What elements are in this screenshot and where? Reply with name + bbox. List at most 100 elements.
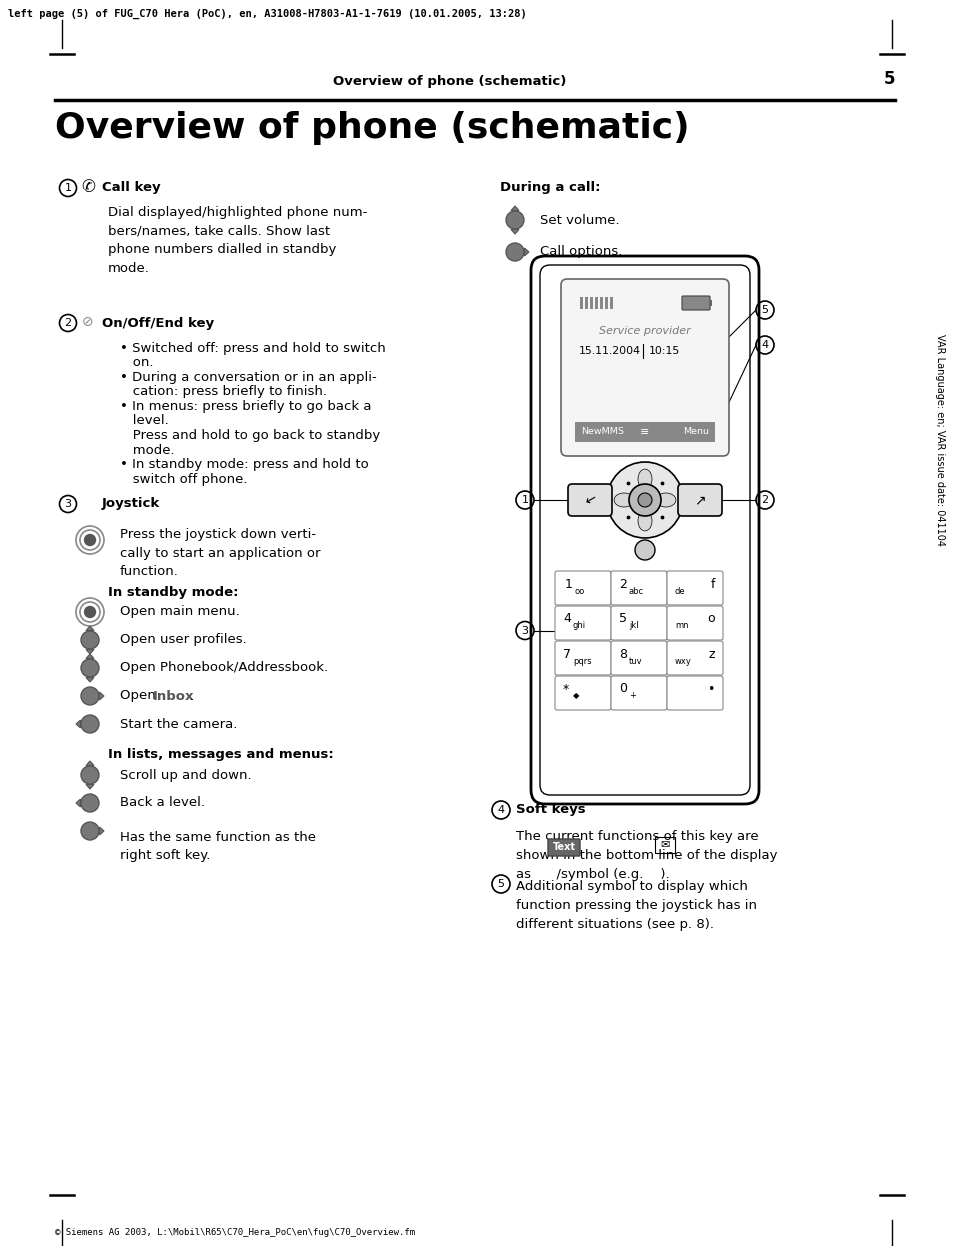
Text: 4: 4 bbox=[760, 340, 768, 350]
Circle shape bbox=[505, 211, 523, 229]
Polygon shape bbox=[99, 692, 104, 700]
Polygon shape bbox=[86, 785, 94, 789]
Text: ✆: ✆ bbox=[81, 178, 95, 196]
Text: Set volume.: Set volume. bbox=[539, 213, 619, 227]
Text: 3: 3 bbox=[521, 625, 528, 635]
Circle shape bbox=[81, 630, 99, 649]
Text: mode.: mode. bbox=[120, 444, 174, 456]
Bar bbox=[589, 297, 593, 309]
Polygon shape bbox=[86, 654, 94, 658]
Text: switch off phone.: switch off phone. bbox=[120, 472, 247, 486]
Polygon shape bbox=[524, 248, 529, 255]
Text: f: f bbox=[710, 577, 714, 591]
Circle shape bbox=[85, 535, 95, 546]
Text: Joystick: Joystick bbox=[102, 497, 160, 511]
Text: ↙: ↙ bbox=[582, 492, 597, 508]
Text: Press and hold to go back to standby: Press and hold to go back to standby bbox=[120, 429, 380, 442]
Text: VAR Language: en; VAR issue date: 041104: VAR Language: en; VAR issue date: 041104 bbox=[934, 334, 944, 546]
Circle shape bbox=[81, 794, 99, 812]
Circle shape bbox=[505, 243, 523, 260]
Polygon shape bbox=[86, 761, 94, 765]
Bar bbox=[595, 297, 598, 309]
Text: © Siemens AG 2003, L:\Mobil\R65\C70_Hera_PoC\en\fug\C70_Overview.fm: © Siemens AG 2003, L:\Mobil\R65\C70_Hera… bbox=[55, 1229, 415, 1237]
Text: During a call:: During a call: bbox=[499, 182, 599, 194]
Text: z: z bbox=[708, 648, 714, 660]
Ellipse shape bbox=[656, 493, 675, 507]
Circle shape bbox=[638, 493, 651, 507]
Text: Start the camera.: Start the camera. bbox=[120, 718, 237, 730]
Text: 10:15: 10:15 bbox=[648, 346, 679, 356]
Text: Open user profiles.: Open user profiles. bbox=[120, 633, 247, 647]
Text: Additional symbol to display which
function pressing the joystick has in
differe: Additional symbol to display which funct… bbox=[516, 880, 757, 931]
Text: 5: 5 bbox=[760, 305, 768, 315]
Bar bbox=[599, 297, 602, 309]
Circle shape bbox=[81, 687, 99, 705]
Polygon shape bbox=[86, 625, 94, 630]
Text: ✉: ✉ bbox=[659, 840, 669, 850]
FancyBboxPatch shape bbox=[666, 640, 722, 675]
Text: 0: 0 bbox=[618, 683, 626, 695]
Text: • In menus: press briefly to go back a: • In menus: press briefly to go back a bbox=[120, 400, 371, 412]
Text: ⊘: ⊘ bbox=[82, 315, 93, 329]
Text: 15.11.2004: 15.11.2004 bbox=[578, 346, 640, 356]
Bar bbox=[575, 422, 714, 442]
Text: 4: 4 bbox=[497, 805, 504, 815]
FancyBboxPatch shape bbox=[666, 677, 722, 710]
Text: •: • bbox=[707, 683, 714, 695]
Text: Open: Open bbox=[120, 689, 160, 703]
Text: 3: 3 bbox=[65, 498, 71, 510]
Text: Open Phonebook/Addressbook.: Open Phonebook/Addressbook. bbox=[120, 662, 328, 674]
Circle shape bbox=[81, 766, 99, 784]
Circle shape bbox=[85, 607, 95, 618]
Text: Dial displayed/highlighted phone num-
bers/names, take calls. Show last
phone nu: Dial displayed/highlighted phone num- be… bbox=[108, 206, 367, 274]
Text: ◆: ◆ bbox=[573, 692, 578, 700]
FancyBboxPatch shape bbox=[681, 297, 709, 310]
Text: NewMMS: NewMMS bbox=[580, 427, 623, 436]
Text: ghi: ghi bbox=[573, 622, 585, 630]
Text: 2: 2 bbox=[618, 577, 626, 591]
FancyBboxPatch shape bbox=[678, 483, 721, 516]
Polygon shape bbox=[99, 827, 104, 835]
Text: mn: mn bbox=[675, 622, 688, 630]
FancyBboxPatch shape bbox=[555, 640, 610, 675]
Text: oo: oo bbox=[575, 587, 584, 596]
Text: wxy: wxy bbox=[675, 657, 691, 665]
Text: • In standby mode: press and hold to: • In standby mode: press and hold to bbox=[120, 459, 369, 471]
Text: • During a conversation or in an appli-: • During a conversation or in an appli- bbox=[120, 371, 376, 384]
Text: The current functions of this key are
shown in the bottom line of the display
as: The current functions of this key are sh… bbox=[516, 830, 777, 881]
Circle shape bbox=[606, 462, 682, 538]
Text: 2: 2 bbox=[760, 495, 768, 505]
Text: Call key: Call key bbox=[102, 182, 160, 194]
Text: Overview of phone (schematic): Overview of phone (schematic) bbox=[55, 111, 689, 145]
Polygon shape bbox=[86, 678, 94, 682]
Text: • Switched off: press and hold to switch: • Switched off: press and hold to switch bbox=[120, 341, 385, 355]
Text: Menu: Menu bbox=[682, 427, 708, 436]
FancyBboxPatch shape bbox=[666, 606, 722, 640]
Text: Service provider: Service provider bbox=[598, 326, 690, 336]
FancyBboxPatch shape bbox=[560, 279, 728, 456]
Text: de: de bbox=[675, 587, 685, 596]
Polygon shape bbox=[511, 206, 518, 211]
Polygon shape bbox=[86, 649, 94, 654]
Polygon shape bbox=[76, 799, 80, 807]
Text: 5: 5 bbox=[497, 878, 504, 888]
Text: o: o bbox=[706, 613, 714, 625]
Text: 2: 2 bbox=[65, 318, 71, 328]
Text: Text: Text bbox=[552, 842, 575, 852]
FancyBboxPatch shape bbox=[567, 483, 612, 516]
Text: +: + bbox=[628, 692, 636, 700]
Text: left page (5) of FUG_C70 Hera (PoC), en, A31008-H7803-A1-1-7619 (10.01.2005, 13:: left page (5) of FUG_C70 Hera (PoC), en,… bbox=[8, 9, 526, 19]
Text: 5: 5 bbox=[882, 70, 894, 88]
Text: 1: 1 bbox=[564, 577, 572, 591]
Text: pqrs: pqrs bbox=[573, 657, 591, 665]
FancyBboxPatch shape bbox=[531, 255, 759, 804]
FancyBboxPatch shape bbox=[610, 677, 666, 710]
Text: 4: 4 bbox=[562, 613, 570, 625]
Text: 7: 7 bbox=[562, 648, 571, 660]
Text: level.: level. bbox=[120, 415, 169, 427]
Text: Scroll up and down.: Scroll up and down. bbox=[120, 769, 252, 781]
Ellipse shape bbox=[638, 511, 651, 531]
Circle shape bbox=[81, 822, 99, 840]
Bar bbox=[584, 297, 587, 309]
Ellipse shape bbox=[614, 493, 634, 507]
